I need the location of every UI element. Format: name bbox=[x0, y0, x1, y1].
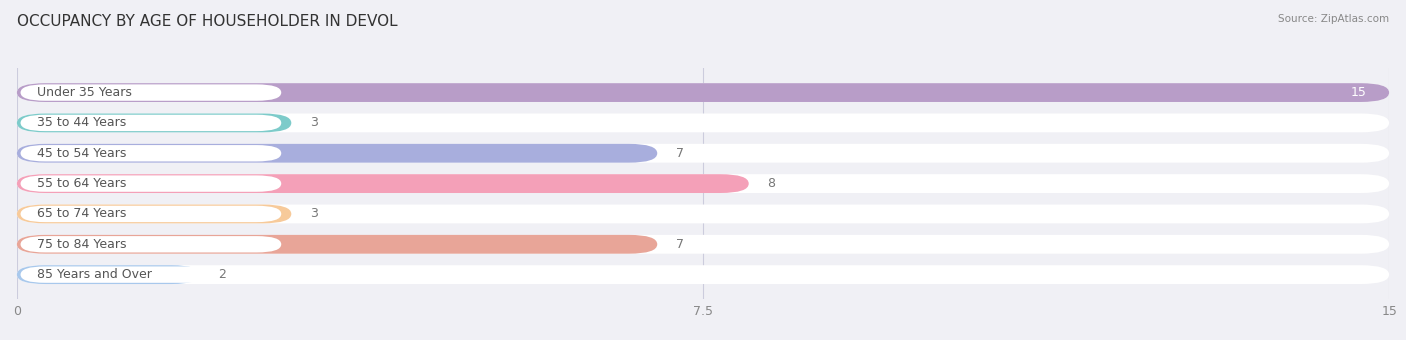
FancyBboxPatch shape bbox=[21, 145, 281, 162]
FancyBboxPatch shape bbox=[17, 83, 1389, 102]
FancyBboxPatch shape bbox=[17, 144, 657, 163]
FancyBboxPatch shape bbox=[21, 175, 281, 192]
Text: Under 35 Years: Under 35 Years bbox=[37, 86, 132, 99]
Text: 7: 7 bbox=[675, 238, 683, 251]
FancyBboxPatch shape bbox=[17, 114, 1389, 132]
FancyBboxPatch shape bbox=[21, 84, 281, 101]
Text: 35 to 44 Years: 35 to 44 Years bbox=[37, 116, 127, 130]
FancyBboxPatch shape bbox=[17, 174, 749, 193]
Text: 55 to 64 Years: 55 to 64 Years bbox=[37, 177, 127, 190]
FancyBboxPatch shape bbox=[17, 235, 1389, 254]
Text: 3: 3 bbox=[309, 207, 318, 220]
FancyBboxPatch shape bbox=[21, 236, 281, 253]
Text: OCCUPANCY BY AGE OF HOUSEHOLDER IN DEVOL: OCCUPANCY BY AGE OF HOUSEHOLDER IN DEVOL bbox=[17, 14, 398, 29]
FancyBboxPatch shape bbox=[17, 144, 1389, 163]
FancyBboxPatch shape bbox=[17, 83, 1389, 102]
FancyBboxPatch shape bbox=[17, 205, 1389, 223]
FancyBboxPatch shape bbox=[21, 267, 281, 283]
FancyBboxPatch shape bbox=[21, 115, 281, 131]
FancyBboxPatch shape bbox=[17, 205, 291, 223]
FancyBboxPatch shape bbox=[17, 235, 657, 254]
FancyBboxPatch shape bbox=[21, 206, 281, 222]
FancyBboxPatch shape bbox=[17, 265, 1389, 284]
Text: 15: 15 bbox=[1350, 86, 1367, 99]
FancyBboxPatch shape bbox=[17, 265, 200, 284]
Text: 2: 2 bbox=[218, 268, 226, 281]
Text: 3: 3 bbox=[309, 116, 318, 130]
Text: 7: 7 bbox=[675, 147, 683, 160]
Text: 8: 8 bbox=[768, 177, 775, 190]
Text: 45 to 54 Years: 45 to 54 Years bbox=[37, 147, 127, 160]
Text: 85 Years and Over: 85 Years and Over bbox=[37, 268, 152, 281]
FancyBboxPatch shape bbox=[17, 114, 291, 132]
Text: 75 to 84 Years: 75 to 84 Years bbox=[37, 238, 127, 251]
Text: 65 to 74 Years: 65 to 74 Years bbox=[37, 207, 127, 220]
FancyBboxPatch shape bbox=[17, 174, 1389, 193]
Text: Source: ZipAtlas.com: Source: ZipAtlas.com bbox=[1278, 14, 1389, 23]
